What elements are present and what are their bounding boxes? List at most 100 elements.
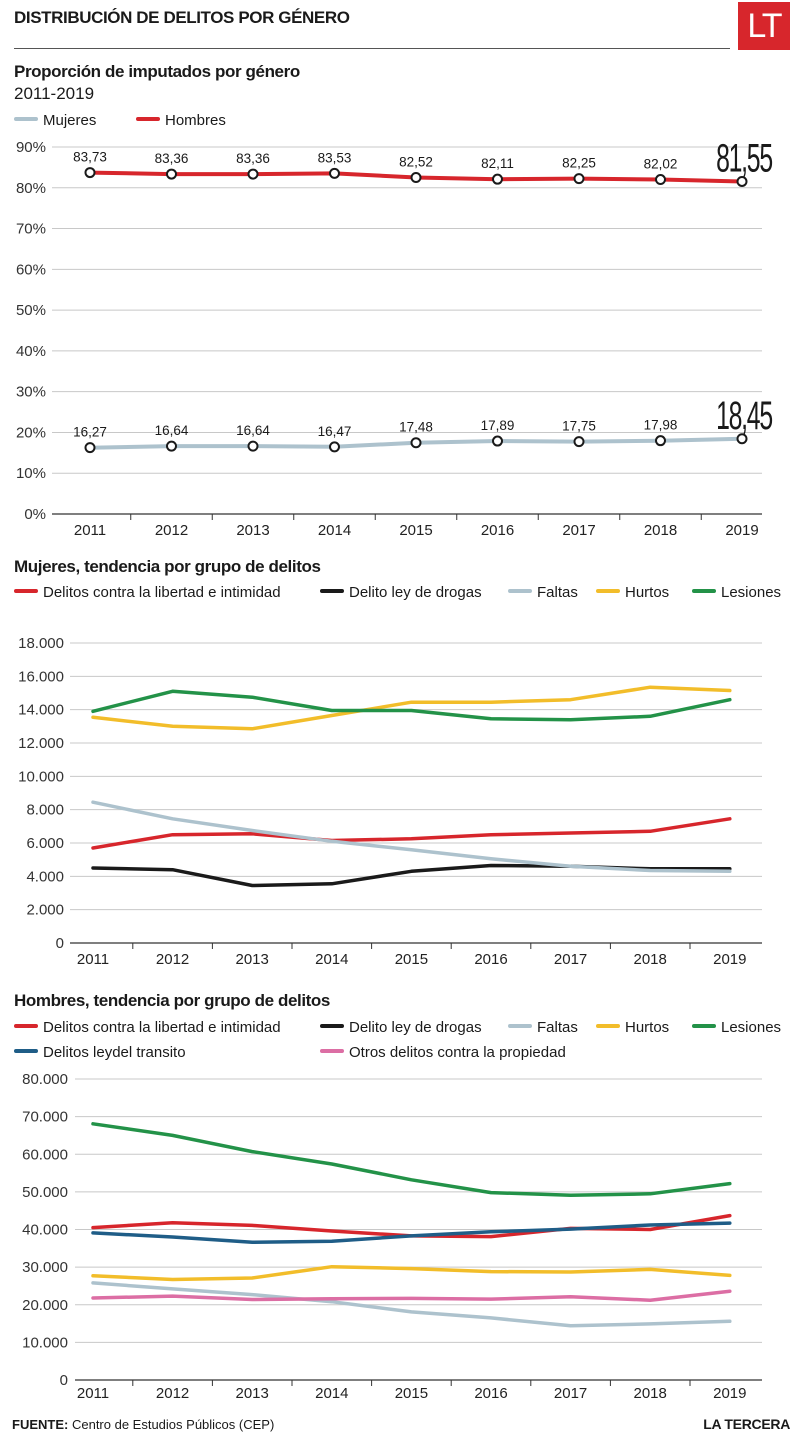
series-line-lesiones: [91, 689, 732, 722]
x-tick-label: 2013: [236, 1385, 269, 1402]
chart3-title: Hombres, tendencia por grupo de delitos: [14, 991, 330, 1010]
x-tick-label: 2017: [554, 1385, 587, 1402]
chart1-subtitle: 2011-2019: [14, 84, 95, 103]
series-line-hurtos: [91, 685, 732, 731]
data-point-marker: [247, 440, 259, 452]
legend-item-libertad: Delitos contra la libertad e intimidad: [14, 584, 281, 601]
y-tick-label: 20.000: [22, 1297, 68, 1314]
y-tick-label: 0: [60, 1372, 68, 1389]
data-point-marker: [492, 173, 503, 185]
data-point-marker: [655, 435, 666, 447]
y-tick-label: 20%: [16, 424, 46, 441]
legend-swatch-drogas: [320, 589, 344, 594]
data-label: 82,11: [481, 156, 514, 171]
x-tick-label: 2014: [315, 951, 348, 968]
title-divider: [14, 48, 730, 49]
brand-footer: LA TERCERA: [703, 1416, 790, 1432]
series-line-delitos-leydel-transito: [91, 1221, 732, 1245]
series-line-delitos-contra-la-libertad-e-intimidad: [91, 817, 732, 850]
y-tick-label: 0: [56, 935, 64, 952]
legend-item-otros-h: Otros delitos contra la propiedad: [320, 1044, 566, 1061]
y-tick-label: 80.000: [22, 1071, 68, 1088]
y-tick-label: 50.000: [22, 1184, 68, 1201]
source-text: Centro de Estudios Públicos (CEP): [71, 1417, 275, 1432]
data-label-highlight: 81,55: [716, 137, 773, 181]
data-label: 82,02: [644, 157, 678, 172]
series-line-faltas: [91, 1281, 732, 1328]
data-point-marker: [166, 168, 177, 180]
legend-item-mujeres: Mujeres: [14, 112, 96, 129]
series-line-faltas: [91, 800, 732, 874]
x-tick-label: 2017: [562, 522, 595, 539]
legend-item-libertad-h: Delitos contra la libertad e intimidad: [14, 1019, 281, 1036]
y-tick-label: 0%: [24, 506, 46, 523]
legend-item-lesiones: Lesiones: [692, 584, 781, 601]
x-tick-label: 2016: [481, 522, 514, 539]
legend-swatch-lesiones: [692, 589, 716, 594]
chart1-plot: 0% 10% 20% 30% 40% 50% 60% 70% 80% 90% 2011 2012 201…: [16, 137, 774, 539]
data-point-marker: [573, 436, 585, 448]
y-tick-label: 40.000: [22, 1222, 68, 1239]
x-tick-label: 2016: [474, 1385, 507, 1402]
data-label: 16,64: [236, 423, 270, 438]
legend-swatch-drogas-h: [320, 1024, 344, 1029]
y-tick-label: 10.000: [22, 1334, 68, 1351]
chart2-plot: 0 2.000 4.000 6.000 8.000 10.000 12.000 14.000 1…: [18, 635, 762, 968]
x-tick-label: 2015: [395, 951, 428, 968]
data-label: 16,64: [155, 423, 189, 438]
data-label: 82,52: [399, 155, 433, 170]
legend-item-faltas-h: Faltas: [508, 1019, 578, 1036]
y-tick-label: 70.000: [22, 1109, 68, 1126]
x-tick-label: 2017: [554, 951, 587, 968]
legend-swatch-mujeres: [14, 117, 38, 122]
y-tick-label: 60.000: [22, 1146, 68, 1163]
x-tick-label: 2011: [77, 951, 109, 968]
data-point-marker: [410, 437, 422, 449]
y-tick-label: 4.000: [26, 868, 64, 885]
y-tick-label: 80%: [16, 180, 46, 197]
legend-swatch-lesiones-h: [692, 1024, 716, 1029]
legend-item-hurtos: Hurtos: [596, 584, 669, 601]
y-tick-label: 30.000: [22, 1259, 68, 1276]
legend-item-hurtos-h: Hurtos: [596, 1019, 669, 1036]
legend-swatch-transito-h: [14, 1049, 38, 1054]
x-tick-label: 2015: [399, 522, 432, 539]
x-tick-label: 2018: [634, 951, 667, 968]
data-point-marker: [410, 172, 422, 184]
x-tick-label: 2012: [156, 951, 189, 968]
y-tick-label: 30%: [16, 384, 46, 401]
data-label: 83,36: [155, 151, 189, 166]
data-label: 17,48: [399, 420, 433, 435]
x-tick-label: 2014: [315, 1385, 348, 1402]
data-label: 83,73: [73, 150, 107, 165]
la-tercera-logo: LT: [738, 2, 790, 50]
x-tick-label: 2016: [474, 951, 507, 968]
main-title: DISTRIBUCIÓN DE DELITOS POR GÉNERO: [14, 8, 350, 27]
data-point-marker: [329, 441, 340, 453]
data-label-highlight: 18,45: [716, 394, 773, 438]
y-tick-label: 10.000: [18, 768, 64, 785]
data-label: 17,75: [562, 419, 596, 434]
legend-swatch-hombres: [136, 117, 160, 122]
legend-item-drogas-h: Delito ley de drogas: [320, 1019, 482, 1036]
data-label: 16,47: [318, 424, 352, 439]
y-tick-label: 70%: [16, 221, 46, 238]
data-point-marker: [329, 167, 340, 179]
y-tick-label: 6.000: [26, 835, 64, 852]
x-tick-label: 2018: [634, 1385, 667, 1402]
data-point-marker: [573, 173, 585, 185]
source-note: FUENTE: Centro de Estudios Públicos (CEP…: [12, 1417, 274, 1432]
data-point-marker: [247, 168, 259, 180]
chart2-title: Mujeres, tendencia por grupo de delitos: [14, 557, 321, 576]
legend-swatch-faltas-h: [508, 1024, 532, 1029]
legend-item-faltas: Faltas: [508, 584, 578, 601]
legend-item-lesiones-h: Lesiones: [692, 1019, 781, 1036]
data-point-marker: [166, 440, 177, 452]
y-tick-label: 50%: [16, 302, 46, 319]
y-tick-label: 12.000: [18, 735, 64, 752]
series-line-lesiones: [91, 1122, 732, 1198]
source-label: FUENTE:: [12, 1417, 69, 1432]
x-tick-label: 2012: [156, 1385, 189, 1402]
y-tick-label: 16.000: [18, 668, 64, 685]
y-tick-label: 18.000: [18, 635, 64, 652]
